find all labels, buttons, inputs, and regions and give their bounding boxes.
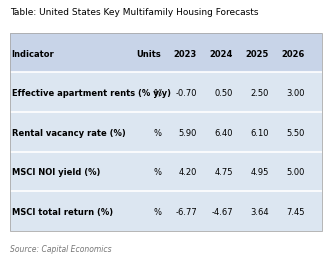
Text: 5.50: 5.50 (286, 129, 305, 138)
Text: -4.67: -4.67 (211, 208, 233, 217)
Text: 2025: 2025 (245, 50, 269, 59)
Text: 2024: 2024 (209, 50, 233, 59)
Text: %: % (153, 89, 161, 98)
Text: 0.50: 0.50 (214, 89, 233, 98)
Text: Units: Units (136, 50, 161, 59)
Text: 6.10: 6.10 (250, 129, 269, 138)
Text: 2023: 2023 (174, 50, 197, 59)
Text: 5.90: 5.90 (178, 129, 197, 138)
Text: 4.20: 4.20 (178, 168, 197, 177)
Text: Table: United States Key Multifamily Housing Forecasts: Table: United States Key Multifamily Hou… (10, 8, 258, 17)
Text: %: % (153, 129, 161, 138)
Text: 7.45: 7.45 (286, 208, 305, 217)
Text: -0.70: -0.70 (176, 89, 197, 98)
Text: MSCI total return (%): MSCI total return (%) (12, 208, 113, 217)
Text: 6.40: 6.40 (214, 129, 233, 138)
Text: 4.75: 4.75 (214, 168, 233, 177)
Text: MSCI NOI yield (%): MSCI NOI yield (%) (12, 168, 100, 177)
Text: Indicator: Indicator (12, 50, 55, 59)
Text: 4.95: 4.95 (250, 168, 269, 177)
Text: 2026: 2026 (281, 50, 305, 59)
Text: -6.77: -6.77 (175, 208, 197, 217)
Text: %: % (153, 208, 161, 217)
Text: Rental vacancy rate (%): Rental vacancy rate (%) (12, 129, 125, 138)
Text: Effective apartment rents (% y/y): Effective apartment rents (% y/y) (12, 89, 171, 98)
Text: 2.50: 2.50 (250, 89, 269, 98)
Text: %: % (153, 168, 161, 177)
Text: 3.64: 3.64 (250, 208, 269, 217)
Text: 3.00: 3.00 (286, 89, 305, 98)
Text: 5.00: 5.00 (286, 168, 305, 177)
Text: Source: Capital Economics: Source: Capital Economics (10, 245, 111, 254)
